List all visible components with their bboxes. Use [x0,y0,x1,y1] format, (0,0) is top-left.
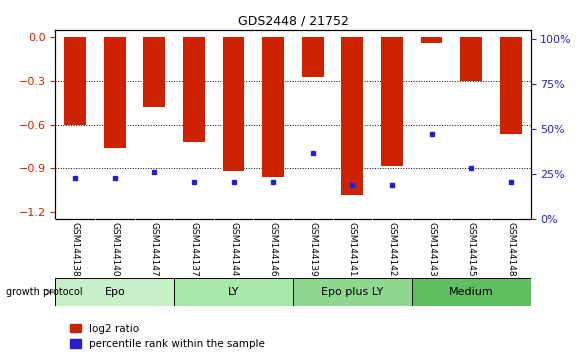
Bar [381,38,403,166]
Text: Epo plus LY: Epo plus LY [321,287,384,297]
Text: GSM144140: GSM144140 [110,222,120,277]
Text: GSM144148: GSM144148 [506,222,515,277]
Text: growth protocol: growth protocol [6,287,82,297]
Bar [223,38,244,171]
Bar [293,278,412,306]
Legend: log2 ratio, percentile rank within the sample: log2 ratio, percentile rank within the s… [70,324,265,349]
Text: GSM144146: GSM144146 [269,222,278,277]
Text: GSM144147: GSM144147 [150,222,159,277]
Bar [104,38,126,148]
Text: GSM144145: GSM144145 [466,222,476,277]
Text: GSM144141: GSM144141 [348,222,357,277]
Title: GDS2448 / 21752: GDS2448 / 21752 [237,15,349,28]
Bar [64,38,86,125]
Bar [500,38,522,133]
Bar [143,38,165,107]
Text: GSM144143: GSM144143 [427,222,436,277]
Bar [302,38,324,77]
Bar [412,278,531,306]
Bar [342,38,363,195]
Text: Medium: Medium [449,287,494,297]
Bar [174,278,293,306]
Text: GSM144144: GSM144144 [229,222,238,277]
Text: GSM144142: GSM144142 [388,222,396,277]
Text: Epo: Epo [104,287,125,297]
Bar [460,38,482,81]
Bar [55,278,174,306]
Bar [421,38,442,43]
Text: GSM144138: GSM144138 [71,222,80,277]
Bar [183,38,205,142]
Bar [262,38,284,177]
Text: LY: LY [228,287,239,297]
Text: GSM144137: GSM144137 [189,222,198,277]
Text: GSM144139: GSM144139 [308,222,317,277]
